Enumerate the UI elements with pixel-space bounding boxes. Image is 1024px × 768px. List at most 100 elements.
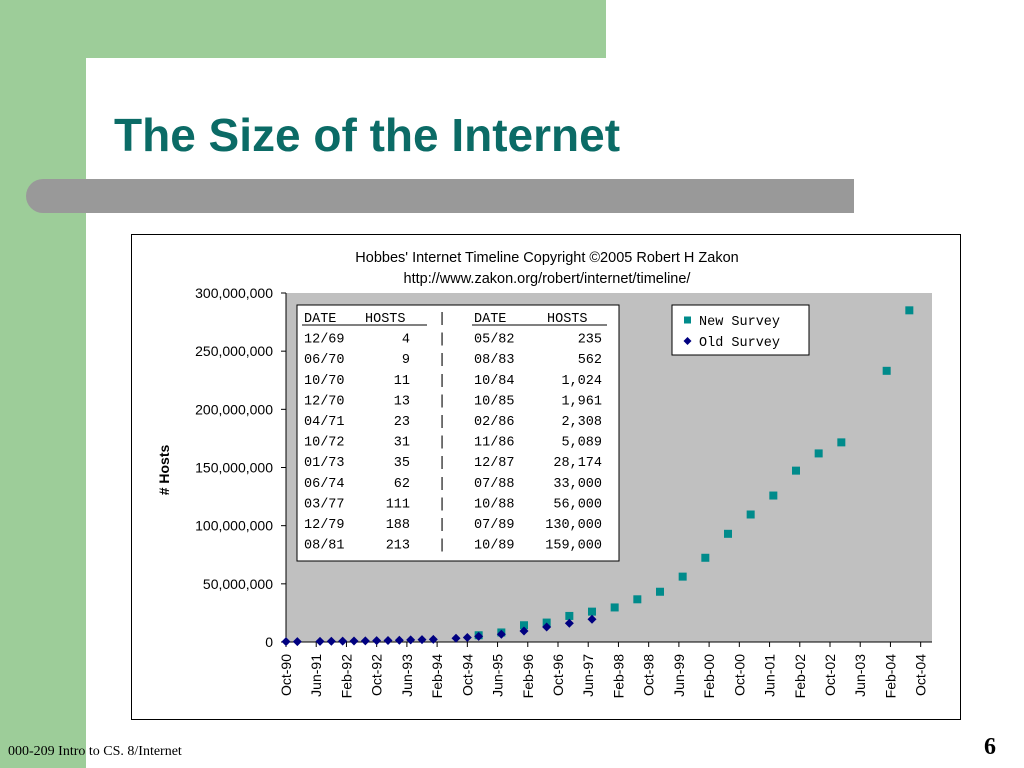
table-cell: 07/88 — [474, 477, 515, 492]
y-tick-label: 100,000,000 — [195, 518, 273, 534]
new-survey-point — [656, 587, 664, 596]
table-cell: 10/89 — [474, 539, 515, 554]
table-cell: 9 — [402, 353, 410, 368]
table-header-cell: HOSTS — [365, 312, 406, 327]
old-survey-point — [474, 631, 484, 641]
x-tick-label: Oct-00 — [731, 654, 747, 696]
legend-old-survey-marker — [683, 337, 692, 345]
x-tick-label: Jun-93 — [399, 654, 415, 697]
y-tick-label: 250,000,000 — [195, 343, 273, 359]
new-survey-point — [814, 449, 823, 458]
table-cell: 12/70 — [304, 394, 345, 409]
table-cell: 2,308 — [561, 415, 602, 430]
y-tick-label: 0 — [265, 634, 273, 650]
new-survey-point — [882, 366, 891, 375]
table-cell: 08/83 — [474, 353, 515, 368]
table-header-cell: | — [438, 312, 446, 327]
legend-entry: New Survey — [699, 315, 780, 330]
table-cell: 4 — [402, 333, 410, 348]
table-cell: 12/79 — [304, 518, 345, 533]
table-cell: | — [438, 539, 446, 554]
new-survey-point — [633, 595, 642, 604]
x-tick-label: Jun-91 — [308, 654, 324, 697]
y-tick-label: 200,000,000 — [195, 401, 273, 417]
new-survey-point — [837, 438, 846, 447]
old-survey-point — [315, 636, 325, 646]
table-cell: | — [438, 374, 446, 389]
new-survey-point — [610, 603, 619, 612]
slide-title: The Size of the Internet — [114, 109, 621, 161]
old-survey-point — [360, 636, 370, 646]
chart-legend: New Survey Old Survey — [671, 304, 810, 356]
old-survey-point — [542, 622, 552, 632]
table-cell: 56,000 — [553, 497, 602, 512]
table-cell: | — [438, 477, 446, 492]
table-cell: 07/89 — [474, 518, 515, 533]
x-tick-label: Jun-01 — [762, 654, 778, 697]
table-cell: 235 — [578, 333, 602, 348]
table-cell: 10/85 — [474, 394, 515, 409]
y-tick-label: 150,000,000 — [195, 460, 273, 476]
table-cell: 06/74 — [304, 477, 345, 492]
table-cell: | — [438, 456, 446, 471]
page-number: 6 — [984, 734, 996, 760]
table-cell: | — [438, 394, 446, 409]
old-survey-point — [394, 635, 404, 645]
chart-title: Hobbes' Internet Timeline Copyright ©200… — [355, 250, 738, 266]
new-survey-point — [769, 491, 778, 500]
table-cell: 213 — [386, 539, 410, 554]
table-cell: 13 — [394, 394, 410, 409]
chart-subtitle: http://www.zakon.org/robert/internet/tim… — [404, 271, 692, 287]
table-cell: 130,000 — [545, 518, 602, 533]
chart-frame: Hobbes' Internet Timeline Copyright ©200… — [131, 234, 961, 720]
new-survey-point — [792, 466, 800, 475]
table-cell: 06/70 — [304, 353, 345, 368]
old-survey-point — [519, 626, 529, 636]
legend-entry: Old Survey — [699, 336, 780, 351]
table-cell: | — [438, 497, 446, 512]
new-survey-point — [905, 306, 914, 315]
x-tick-label: Oct-90 — [278, 654, 294, 696]
old-survey-point — [383, 635, 393, 645]
new-survey-point — [678, 572, 687, 581]
table-cell: 23 — [394, 415, 410, 430]
data-markers — [281, 306, 914, 647]
table-cell: 08/81 — [304, 539, 345, 554]
table-cell: 33,000 — [553, 477, 602, 492]
table-cell: | — [438, 333, 446, 348]
x-tick-label: Feb-00 — [701, 654, 717, 699]
table-cell: 1,024 — [561, 374, 602, 389]
table-cell: 12/87 — [474, 456, 515, 471]
old-survey-point — [451, 633, 461, 643]
old-survey-point — [496, 629, 506, 639]
old-survey-point — [338, 636, 348, 646]
table-cell: 31 — [394, 436, 410, 451]
y-axis-label: # Hosts — [156, 445, 172, 496]
table-cell: 10/72 — [304, 436, 345, 451]
x-tick-label: Feb-96 — [520, 654, 536, 699]
x-tick-label: Feb-92 — [338, 654, 354, 699]
table-cell: 11/86 — [474, 436, 515, 451]
x-tick-label: Oct-02 — [822, 654, 838, 696]
table-cell: 5,089 — [561, 436, 602, 451]
x-tick-label: Jun-99 — [671, 654, 687, 697]
table-cell: | — [438, 436, 446, 451]
y-axis: 300,000,000 250,000,000 200,000,000 150,000… — [195, 285, 287, 650]
table-cell: 188 — [386, 518, 410, 533]
table-header-cell: HOSTS — [547, 312, 588, 327]
x-tick-label: Oct-94 — [459, 654, 475, 696]
old-survey-point — [372, 636, 382, 646]
x-tick-label: Jun-95 — [490, 654, 506, 697]
table-cell: 1,961 — [561, 394, 602, 409]
table-cell: | — [438, 518, 446, 533]
old-survey-point — [326, 636, 336, 646]
old-survey-point — [587, 614, 597, 624]
table-cell: 10/88 — [474, 497, 515, 512]
x-axis: Oct-90 Jun-91 Feb-92 Oct-92 Jun-93 Feb-94 Oct-… — [278, 641, 932, 699]
table-cell: 11 — [394, 374, 410, 389]
new-survey-point — [724, 529, 732, 538]
new-survey-point — [701, 553, 710, 562]
chart-svg: Hobbes' Internet Timeline Copyright ©200… — [156, 250, 932, 699]
x-tick-label: Jun-03 — [852, 654, 868, 697]
x-tick-label: Feb-02 — [792, 654, 808, 699]
